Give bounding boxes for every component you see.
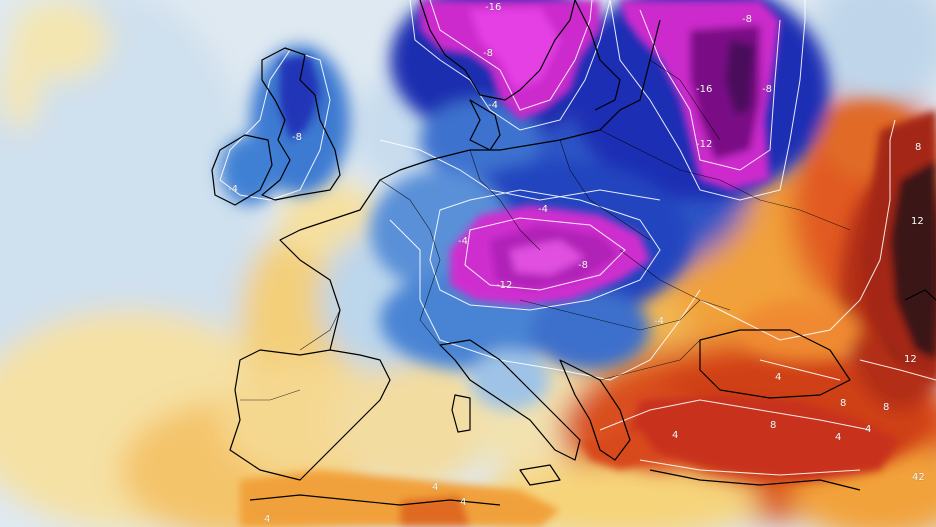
- label-8-turkey: 8: [770, 420, 776, 431]
- label-12-russia: 12: [911, 216, 924, 227]
- country-borders: [240, 59, 851, 401]
- label-minus8-east: -8: [762, 84, 772, 95]
- label-minus8-north: -8: [483, 48, 493, 59]
- label-minus4-ireland: -4: [228, 184, 238, 195]
- label-42-libya: 42: [912, 472, 925, 483]
- label-minus8-britain: -8: [292, 132, 302, 143]
- label-8-russia: 8: [915, 142, 921, 153]
- anomaly-field-intense: [240, 0, 936, 527]
- label-4-turkey-south: 4: [865, 424, 871, 435]
- label-minus8-ne: -8: [742, 14, 752, 25]
- label-minus4-belgium: -4: [458, 236, 468, 247]
- contour-labels: -16 -8 -8 -8 -16 -12 -4 -8 -4 -4 -4 -8 -…: [228, 2, 925, 526]
- label-minus16-north: -16: [485, 2, 501, 13]
- label-minus12-east: -12: [696, 139, 712, 150]
- label-minus4-germany: -4: [538, 204, 548, 215]
- label-minus4-denmark: -4: [488, 100, 498, 111]
- label-4-blacksea: 4: [775, 372, 781, 383]
- label-minus16-east: -16: [696, 84, 712, 95]
- label-12-caucasus: 12: [904, 354, 917, 365]
- label-4-southwest: 4: [264, 514, 270, 525]
- label-8-anatolia: 8: [840, 398, 846, 409]
- label-4-north-africa: 4: [432, 482, 438, 493]
- label-8-east-turkey: 8: [883, 402, 889, 413]
- label-minus4-balkans: -4: [654, 316, 664, 327]
- coastlines: [211, 0, 936, 506]
- label-4-levant: 4: [835, 432, 841, 443]
- isotherm-contours: [219, 0, 936, 476]
- label-minus8-alps: -8: [578, 260, 588, 271]
- label-4-aegean: 4: [672, 430, 678, 441]
- label-minus12-alps: -12: [496, 280, 512, 291]
- label-4-libya: 4: [460, 497, 466, 508]
